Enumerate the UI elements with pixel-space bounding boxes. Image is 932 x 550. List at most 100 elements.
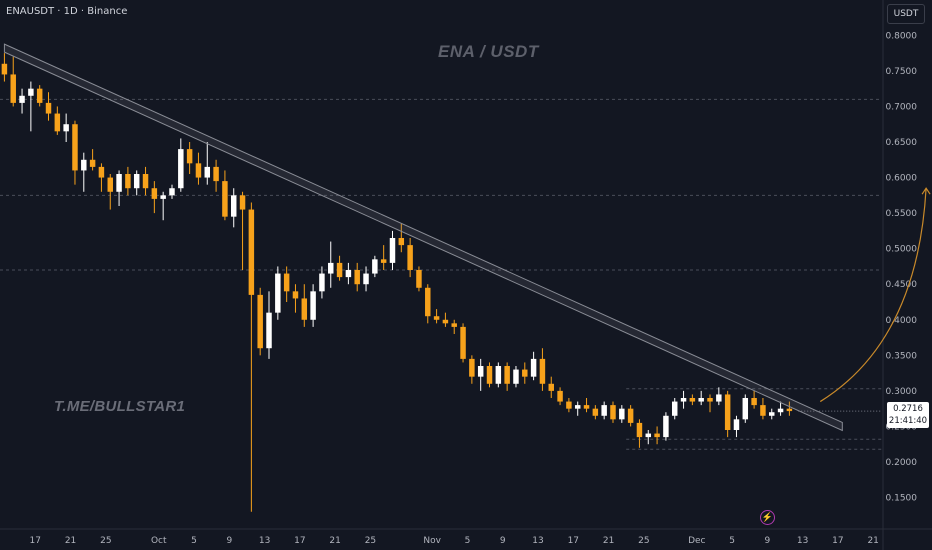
candle-body	[266, 312, 272, 349]
candle-body	[645, 433, 652, 438]
x-tick-label: Oct	[151, 536, 167, 546]
candle-body	[54, 113, 61, 132]
candle-body	[724, 394, 731, 430]
candle-body	[777, 408, 784, 413]
candle-body	[19, 95, 25, 103]
arrow-head	[921, 187, 931, 195]
y-tick-label: 0.5500	[886, 209, 918, 219]
candle-body	[116, 174, 122, 192]
last-price-label: 0.2716 21:41:40	[887, 402, 929, 428]
candle-body	[680, 398, 687, 402]
x-tick-label: 17	[294, 536, 305, 546]
candle-body	[566, 401, 572, 409]
currency-button[interactable]: USDT	[887, 4, 925, 24]
chart-title: ENA / USDT	[438, 42, 539, 61]
candle-body	[451, 323, 457, 327]
candle-body	[407, 245, 413, 270]
x-tick-label: 9	[226, 536, 232, 546]
x-tick-label: 5	[465, 536, 471, 546]
candle-body	[751, 398, 757, 406]
projection-arrow	[819, 188, 927, 403]
candle-body	[345, 270, 352, 278]
y-tick-label: 0.3500	[886, 351, 918, 361]
x-tick-label: 21	[867, 536, 878, 546]
candle-body	[275, 273, 281, 313]
x-tick-label: 13	[797, 536, 808, 546]
candle-body	[671, 401, 678, 416]
candle-body	[574, 405, 581, 409]
candle-body	[698, 398, 704, 402]
candle-body	[592, 408, 599, 416]
x-tick-label: 25	[100, 536, 111, 546]
candle-body	[36, 88, 43, 103]
x-tick-label: 5	[729, 536, 735, 546]
y-tick-label: 0.8000	[886, 31, 918, 41]
x-tick-label: Nov	[423, 536, 441, 546]
candle-body	[89, 159, 96, 167]
x-tick-label: 21	[329, 536, 340, 546]
candle-body	[142, 174, 149, 189]
candle-body	[513, 369, 519, 384]
candle-body	[81, 159, 87, 171]
y-tick-label: 0.4000	[886, 316, 918, 326]
candle-body	[319, 273, 325, 292]
y-tick-label: 0.2000	[886, 458, 918, 468]
candle-body	[257, 294, 263, 349]
candle-body	[742, 398, 749, 420]
candle-body	[425, 287, 431, 317]
candle-body	[504, 366, 510, 384]
candle-body	[363, 273, 369, 285]
candle-body	[45, 102, 52, 114]
candle-body	[178, 149, 184, 189]
lightning-bolt-icon[interactable]: ⚡	[760, 510, 775, 525]
x-tick-label: Dec	[688, 536, 705, 546]
candle-body	[716, 394, 722, 402]
candle-body	[627, 408, 634, 423]
trendline-channel	[3, 43, 843, 432]
candle-body	[107, 177, 113, 192]
candle-body	[433, 316, 440, 320]
candle-body	[222, 181, 228, 217]
candle-body	[786, 408, 793, 412]
candle-body	[760, 405, 766, 416]
candle-body	[63, 124, 69, 132]
candle-body	[354, 270, 360, 285]
x-tick-label: 17	[30, 536, 41, 546]
candle-body	[469, 358, 475, 377]
x-tick-label: 13	[532, 536, 543, 546]
candle-body	[28, 88, 34, 96]
x-tick-label: 9	[764, 536, 770, 546]
candle-body	[195, 163, 202, 178]
candle-body	[169, 188, 175, 196]
candle-body	[548, 383, 554, 391]
y-tick-label: 0.6500	[886, 138, 918, 148]
candle-body	[186, 149, 193, 164]
candle-body	[619, 408, 625, 420]
candle-body	[239, 195, 246, 210]
candle-body	[133, 174, 140, 189]
symbol-info[interactable]: ENAUSDT · 1D · Binance	[6, 6, 128, 17]
y-tick-label: 0.1500	[886, 494, 918, 504]
bar-countdown: 21:41:40	[888, 416, 928, 426]
candle-body	[654, 433, 660, 438]
candle-body	[477, 366, 484, 377]
x-tick-label: 13	[259, 536, 270, 546]
candle-body	[72, 124, 78, 171]
y-tick-label: 0.3000	[886, 387, 918, 397]
candle-body	[151, 188, 158, 199]
candle-body	[310, 291, 316, 320]
candle-body	[398, 238, 405, 246]
y-tick-label: 0.5000	[886, 245, 918, 255]
candle-body	[283, 273, 290, 292]
candle-body	[601, 405, 607, 416]
y-tick-label: 0.6000	[886, 174, 918, 184]
candle-body	[328, 262, 334, 274]
y-tick-label: 0.7000	[886, 102, 918, 112]
x-tick-label: 21	[603, 536, 614, 546]
candle-body	[663, 415, 669, 438]
candle-body	[539, 358, 546, 384]
candle-body	[213, 166, 219, 182]
candle-body	[160, 195, 166, 199]
x-tick-label: 21	[65, 536, 76, 546]
